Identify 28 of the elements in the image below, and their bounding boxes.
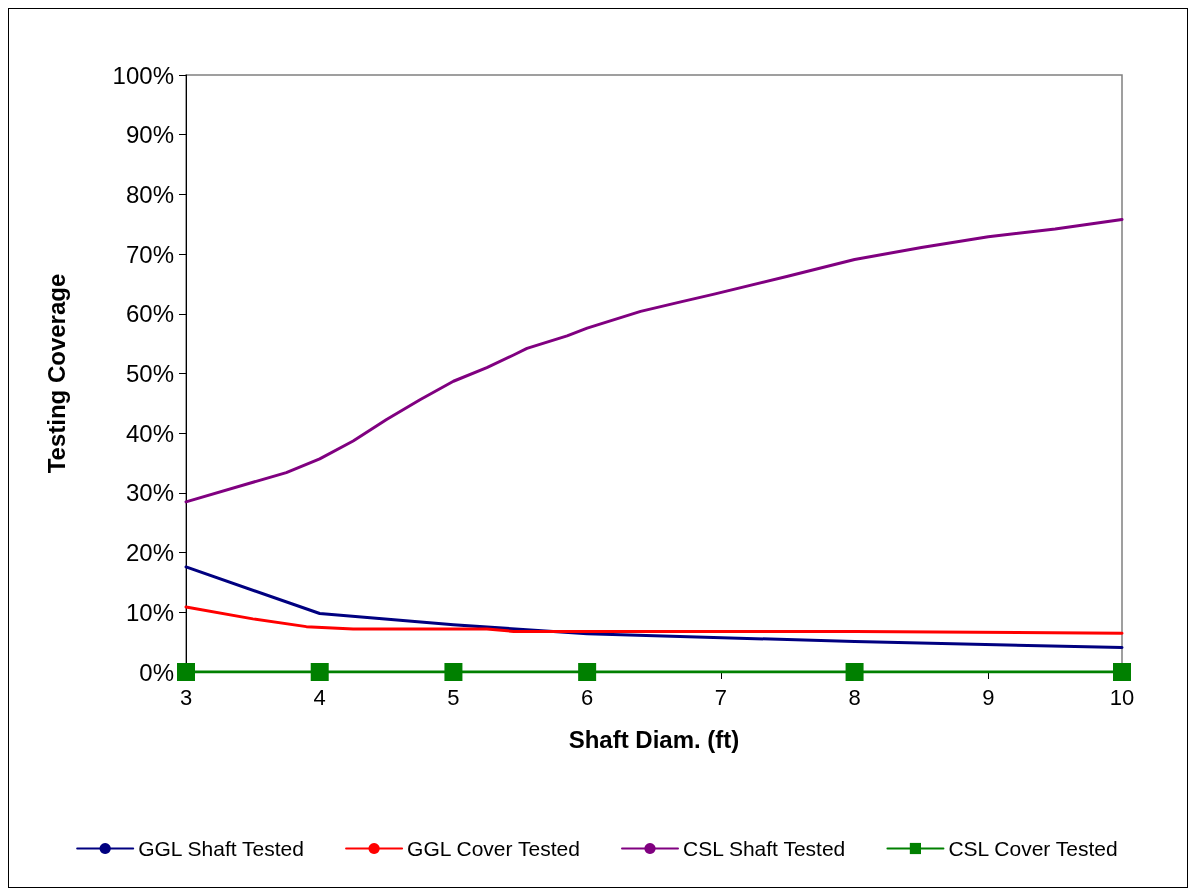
- x-tick-label: 9: [982, 684, 995, 710]
- y-tick-label: 100%: [112, 61, 174, 89]
- y-tick-label: 50%: [125, 360, 174, 387]
- legend-label: GGL Shaft Tested: [138, 837, 304, 860]
- y-axis-title: Testing Coverage: [42, 273, 70, 474]
- y-tick-label: 90%: [125, 121, 174, 149]
- line-series: [184, 565, 1124, 650]
- y-tick-label: 40%: [125, 419, 174, 447]
- x-tick-label: 3: [179, 684, 193, 710]
- legend-label: CSL Shaft Tested: [683, 837, 846, 860]
- x-tick-label: 6: [581, 684, 594, 710]
- x-tick-label: 4: [313, 684, 326, 710]
- y-tick-label: 10%: [125, 598, 174, 626]
- legend-label: CSL Cover Tested: [948, 837, 1118, 860]
- y-tick-label: 30%: [125, 479, 174, 507]
- x-tick-label: 7: [714, 684, 727, 710]
- y-tick-label: 60%: [125, 300, 174, 328]
- line-series: [184, 217, 1124, 504]
- legend-label: GGL Cover Tested: [407, 837, 580, 860]
- y-tick-label: 0%: [139, 658, 174, 686]
- y-tick-label: 80%: [125, 180, 174, 208]
- line-series: [184, 605, 1124, 635]
- y-tick-label: 70%: [125, 240, 174, 268]
- x-tick-label: 5: [447, 684, 460, 710]
- y-tick-label: 20%: [125, 539, 174, 567]
- x-tick-label: 8: [848, 684, 861, 710]
- x-axis-title: Shaft Diam. (ft): [568, 725, 740, 753]
- x-tick-label: 10: [1109, 684, 1135, 710]
